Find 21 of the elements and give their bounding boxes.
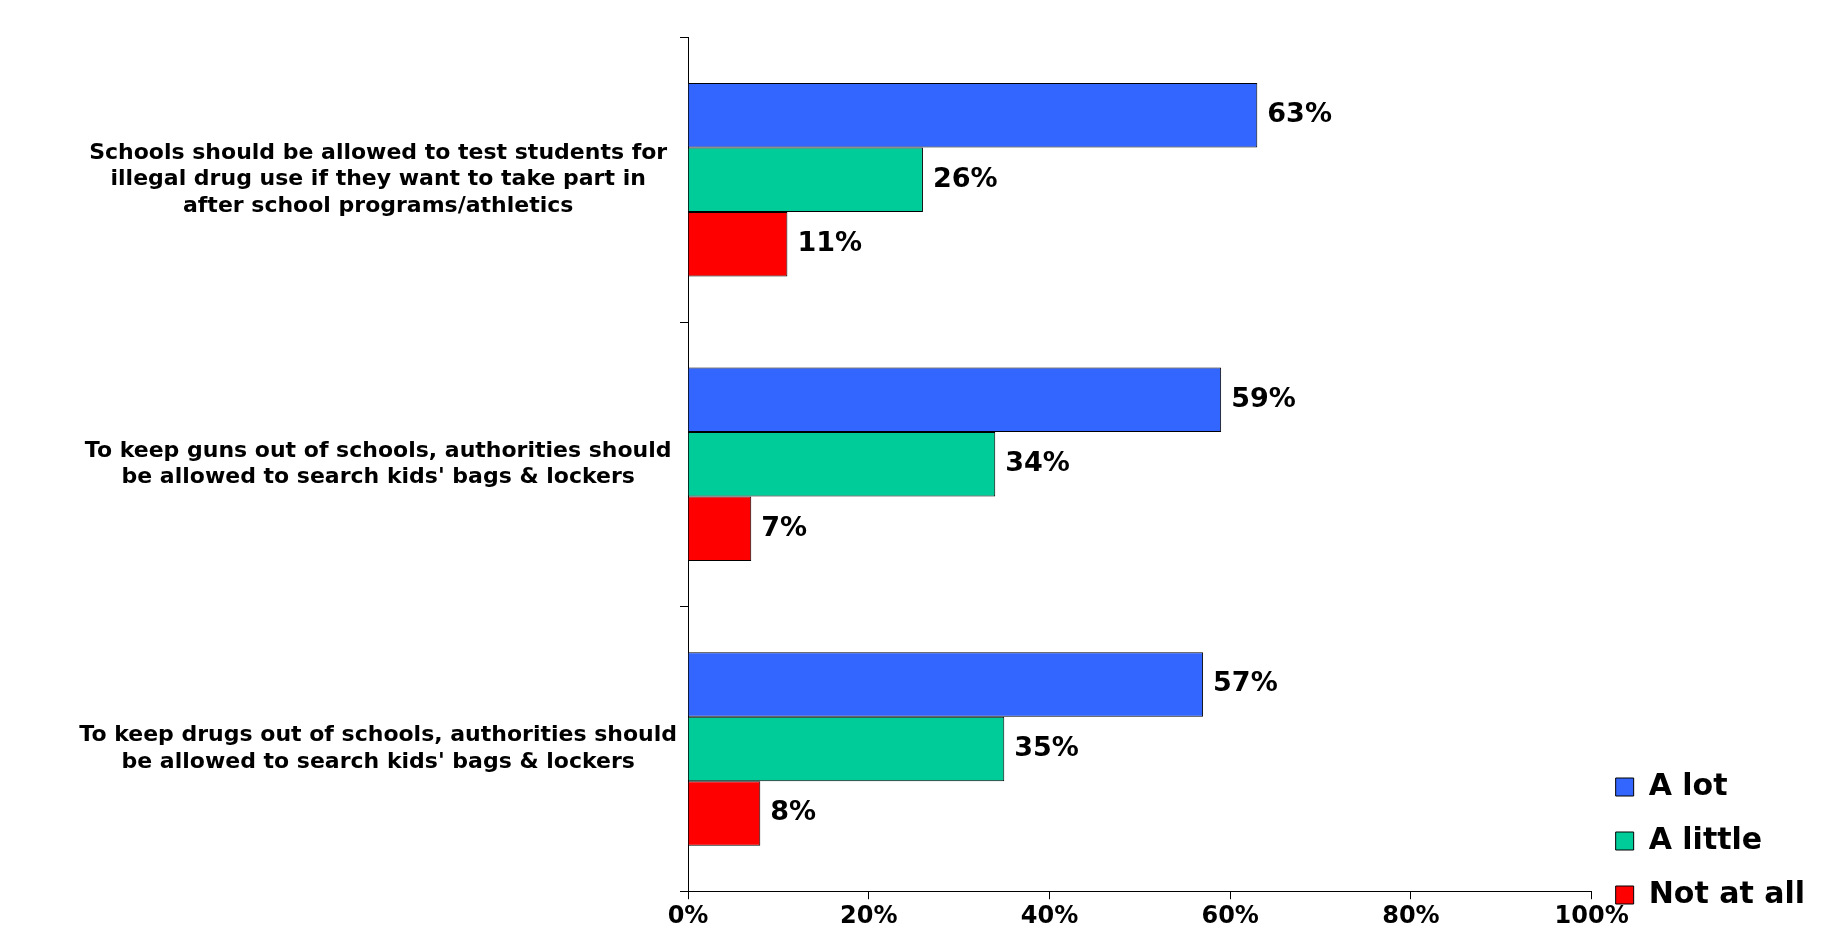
legend-label: Not at all bbox=[1648, 874, 1805, 910]
legend-label: A little bbox=[1648, 820, 1763, 856]
x-tick-label: 40% bbox=[1020, 900, 1079, 929]
x-tick-label: 60% bbox=[1201, 900, 1259, 929]
x-tick-label: 80% bbox=[1382, 900, 1440, 929]
data-label: 26% bbox=[932, 161, 998, 193]
data-label: 63% bbox=[1267, 97, 1332, 129]
data-label: 8% bbox=[770, 795, 817, 827]
data-label: 34% bbox=[1005, 446, 1070, 478]
data-label: 11% bbox=[797, 226, 863, 258]
data-label: 59% bbox=[1231, 381, 1296, 413]
data-label: 57% bbox=[1213, 666, 1278, 698]
data-label: 7% bbox=[761, 510, 808, 542]
x-tick-label: 20% bbox=[840, 900, 898, 929]
data-label: 35% bbox=[1014, 730, 1079, 762]
x-tick-label: 100% bbox=[1554, 900, 1629, 929]
x-tick-label: 0% bbox=[667, 900, 709, 929]
y-tick-label: To keep guns out of schools, authorities should be allowed to search kids' bags & lockers bbox=[84, 436, 672, 489]
y-tick-label: Schools should be allowed to test students for illegal drug use if they want to take part in after school programs/athletics bbox=[89, 139, 668, 217]
y-tick-label: To keep drugs out of schools, authorities should be allowed to search kids' bags & lockers bbox=[79, 721, 677, 773]
legend-label: A lot bbox=[1648, 766, 1728, 802]
